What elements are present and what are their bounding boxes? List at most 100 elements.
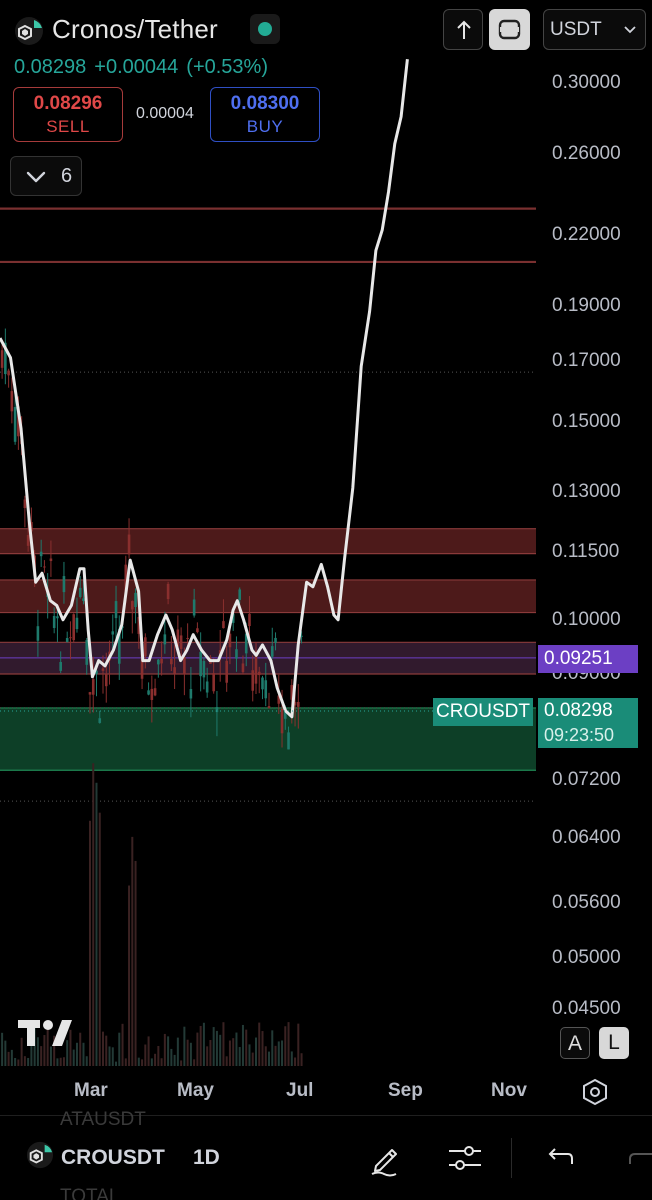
volume-bar [20, 1037, 23, 1066]
volume-bar [235, 1032, 238, 1066]
volume-bar [268, 1051, 271, 1066]
toolbar-separator [511, 1138, 512, 1178]
volume-bar [62, 1057, 65, 1066]
volume-bar [128, 885, 131, 1066]
volume-bar [121, 1023, 124, 1066]
tradingview-logo[interactable] [18, 1020, 72, 1046]
overlay-series-line [0, 59, 409, 719]
volume-bar [219, 1034, 222, 1066]
volume-bar [251, 1052, 254, 1066]
volume-bar [27, 1057, 30, 1066]
volume-bar [297, 1023, 300, 1066]
candle-body [222, 621, 225, 629]
buy-price: 0.08300 [230, 93, 300, 114]
volume-bar [183, 1026, 186, 1066]
volume-bar [53, 1035, 56, 1066]
candle-body [85, 640, 89, 665]
volume-bar [271, 1030, 274, 1066]
indicators-toggle-button[interactable]: 6 [10, 156, 82, 196]
candle-body [192, 599, 196, 616]
candle-body [235, 649, 238, 659]
candle-body [205, 681, 209, 693]
candle-body [56, 616, 59, 619]
buy-button[interactable]: 0.08300 BUY [210, 87, 320, 142]
price-chart[interactable] [0, 0, 652, 1120]
scroll-up-button[interactable] [443, 9, 483, 50]
volume-bar [160, 1058, 163, 1066]
candle-body [0, 350, 4, 368]
alert-price-tag[interactable]: 0.09251 [538, 645, 638, 673]
auto-scale-button[interactable]: A [560, 1027, 590, 1059]
log-scale-button[interactable]: L [599, 1027, 629, 1059]
watchlist-next-symbol[interactable]: TOTAL [60, 1186, 120, 1200]
price-axis-label: 0.11500 [552, 541, 620, 562]
price-axis-label: 0.06400 [552, 827, 621, 848]
volume-bar [137, 1057, 140, 1066]
candle-body [163, 634, 167, 645]
watchlist-prev-symbol[interactable]: ATAUSDT [60, 1109, 146, 1130]
hexagon-settings-icon [583, 1078, 607, 1106]
currency-select[interactable]: USDT [543, 9, 646, 50]
interval-button[interactable]: 1D [193, 1146, 220, 1169]
volume-bar [102, 1031, 105, 1066]
candle-body [52, 615, 56, 628]
candle-body [270, 646, 274, 657]
time-axis-label: May [177, 1080, 214, 1101]
volume-bar [30, 1026, 33, 1066]
market-open-dot [258, 22, 272, 36]
price-zone [0, 528, 536, 554]
symbol-title[interactable]: Cronos/Tether [52, 14, 218, 44]
candle-body [72, 614, 76, 641]
cronos-logo-icon [26, 1141, 54, 1169]
candle-body [244, 633, 248, 654]
volume-bar [82, 1042, 85, 1066]
candle-body [212, 673, 215, 692]
candle-body [241, 663, 245, 673]
volume-bar [79, 1032, 82, 1066]
volume-bar [141, 1059, 144, 1066]
drawing-tools-button[interactable] [366, 1138, 406, 1178]
redo-button[interactable] [622, 1138, 652, 1178]
volume-bar [17, 1059, 20, 1066]
volume-bar [193, 1059, 196, 1066]
volume-bar [85, 1056, 88, 1066]
volume-bar [294, 1057, 297, 1066]
candle-body [176, 629, 180, 647]
candle-body [7, 370, 10, 376]
symbol-search-button[interactable]: CROUSDT [61, 1146, 165, 1169]
candle-body [101, 668, 105, 671]
candle-body [186, 638, 189, 640]
volume-bar [40, 1046, 43, 1066]
candle-body [183, 657, 186, 675]
volume-bar [274, 1045, 277, 1066]
price-summary: 0.08298 +0.00044 (+0.53%) [14, 56, 276, 79]
sell-label: SELL [46, 117, 90, 136]
price-axis-label: 0.13000 [552, 481, 621, 502]
candle-body [75, 617, 79, 630]
market-status-indicator[interactable] [250, 14, 280, 44]
price-zone [0, 579, 536, 613]
volume-bar [163, 1033, 166, 1066]
symbol-price-tag: CROUSDT [433, 698, 533, 726]
undo-button[interactable] [540, 1138, 580, 1178]
volume-bar [173, 1054, 176, 1066]
bar-countdown: 09:23:50 [544, 725, 615, 745]
price-axis-label: 0.04500 [552, 998, 621, 1019]
volume-bar [167, 1036, 170, 1066]
indicator-settings-button[interactable] [445, 1138, 485, 1178]
candle-body [251, 670, 255, 691]
volume-bar [43, 1035, 46, 1066]
sell-button[interactable]: 0.08296 SELL [13, 87, 123, 142]
price-axis-label: 0.05000 [552, 947, 621, 968]
candle-body [150, 688, 154, 700]
candle-body [225, 660, 228, 683]
spread-value: 0.00004 [136, 105, 194, 122]
volume-bar [215, 1030, 218, 1066]
chart-overlay-line [0, 59, 536, 719]
fullscreen-button[interactable] [489, 9, 530, 50]
pencil-icon [371, 1149, 397, 1177]
volume-bar [7, 1051, 10, 1066]
chart-settings-button[interactable] [582, 1078, 608, 1106]
volume-bar [206, 1046, 209, 1066]
last-price-tag: 0.08298 09:23:50 [538, 698, 638, 748]
